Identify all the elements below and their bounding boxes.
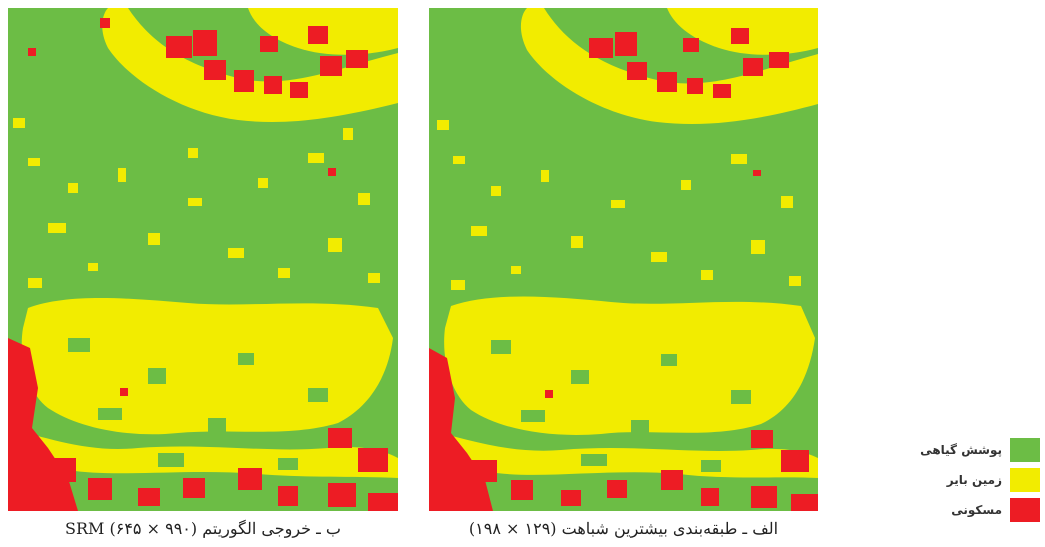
maximum-likelihood-map: [429, 8, 818, 511]
legend-label-vegetation: پوشش گیاهی: [920, 443, 1002, 457]
legend-swatch-residential: [1010, 498, 1040, 522]
srm-output-caption: ب ـ خروجی الگوریتم SRM (۶۴۵ × ۹۹۰): [65, 519, 341, 538]
legend-label-residential: مسکونی: [951, 503, 1002, 517]
legend-item-residential: مسکونی: [920, 498, 1044, 526]
maximum-likelihood-caption: الف ـ طبقه‌بندی بیشترین شباهت (۱۲۹ × ۱۹۸…: [468, 519, 779, 538]
legend-item-vegetation: پوشش گیاهی: [920, 438, 1044, 466]
legend-swatch-vegetation: [1010, 438, 1040, 462]
maximum-likelihood-map-graphic: [429, 8, 818, 511]
legend-swatch-bare-land: [1010, 468, 1040, 492]
legend-label-bare-land: زمین بایر: [946, 473, 1002, 487]
legend: پوشش گیاهی زمین بایر مسکونی: [920, 438, 1044, 528]
legend-item-bare-land: زمین بایر: [920, 468, 1044, 496]
srm-map-graphic: [8, 8, 398, 511]
srm-output-map: [8, 8, 398, 511]
